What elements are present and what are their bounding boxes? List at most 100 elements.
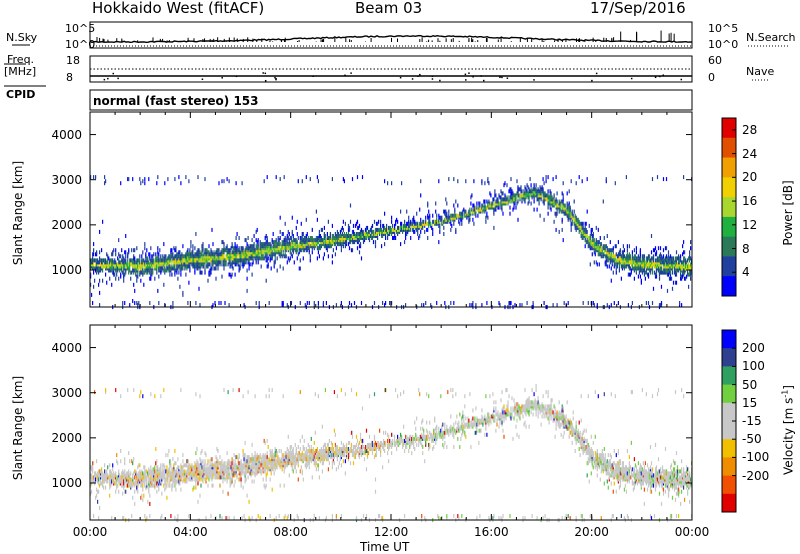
echo-cell: [231, 469, 233, 474]
echo-cell: [194, 246, 196, 251]
echo-cell: [265, 278, 267, 283]
echo-cell: [527, 201, 529, 206]
echo-cell: [182, 290, 184, 295]
echo-cell: [98, 477, 100, 482]
echo-cell: [409, 223, 411, 228]
echo-cell: [478, 205, 480, 210]
echo-cell: [291, 244, 293, 249]
echo-cell: [605, 179, 607, 184]
echo-cell: [132, 483, 134, 488]
echo-cell: [622, 256, 624, 261]
echo-cell: [149, 477, 151, 482]
echo-cell: [451, 213, 453, 218]
echo-cell: [347, 227, 350, 232]
echo-cell: [156, 270, 158, 275]
echo-cell: [287, 256, 289, 261]
echo-cell: [99, 266, 101, 271]
echo-cell: [671, 256, 674, 261]
echo-cell: [99, 483, 101, 488]
echo-cell: [201, 469, 203, 474]
echo-cell: [237, 258, 239, 263]
echo-cell: [452, 217, 454, 222]
colorbar-tick-label: 20: [742, 170, 758, 185]
echo-cell: [644, 276, 646, 281]
echo-cell: [680, 276, 682, 281]
echo-cell: [197, 264, 199, 269]
echo-cell: [167, 177, 169, 182]
echo-cell: [407, 225, 409, 230]
echo-cell: [548, 199, 550, 204]
echo-cell: [182, 459, 184, 464]
echo-cell: [362, 240, 365, 245]
echo-cell: [608, 248, 610, 253]
echo-cell: [235, 250, 237, 255]
echo-cell: [659, 266, 662, 271]
echo-cell: [645, 264, 647, 269]
echo-cell: [101, 264, 103, 269]
echo-cell: [666, 264, 669, 269]
echo-cell: [368, 238, 371, 243]
echo-cell: [553, 193, 555, 198]
echo-cell: [494, 189, 496, 194]
echo-cell: [136, 278, 138, 283]
echo-cell: [168, 469, 170, 474]
echo-cell: [675, 272, 678, 277]
echo-cell: [241, 246, 243, 251]
echo-cell: [112, 463, 114, 468]
echo-cell: [252, 258, 254, 263]
echo-cell: [422, 223, 424, 228]
echo-cell: [679, 264, 681, 269]
echo-cell: [263, 250, 265, 255]
echo-cell: [299, 236, 301, 240]
echo-cell: [493, 211, 495, 216]
echo-cell: [618, 264, 620, 269]
echo-cell: [568, 189, 570, 194]
echo-cell: [188, 252, 190, 257]
echo-cell: [672, 256, 675, 261]
echo-cell: [113, 260, 115, 265]
echo-cell: [354, 223, 357, 228]
echo-cell: [156, 489, 158, 494]
echo-cell: [621, 264, 623, 269]
echo-cell: [106, 264, 108, 269]
echo-cell: [137, 477, 139, 482]
xtick-label: 00:00: [72, 525, 108, 539]
echo-cell: [502, 211, 504, 216]
echo-cell: [674, 264, 677, 269]
echo-cell: [586, 238, 588, 243]
echo-cell: [157, 469, 159, 474]
echo-cell: [226, 451, 228, 456]
freq-dot: [399, 76, 402, 79]
echo-cell: [131, 459, 133, 464]
freq-dot: [630, 77, 633, 80]
echo-cell: [320, 227, 322, 232]
echo-cell: [161, 514, 163, 518]
echo-cell: [219, 475, 221, 480]
echo-cell: [423, 303, 425, 308]
echo-cell: [155, 481, 157, 486]
echo-cell: [411, 223, 413, 228]
echo-cell: [202, 256, 204, 261]
echo-cell: [134, 501, 136, 506]
echo-cell: [116, 483, 118, 488]
echo-cell: [124, 469, 126, 474]
echo-cell: [269, 244, 271, 249]
echo-cell: [660, 284, 663, 289]
echo-cell: [287, 229, 289, 234]
echo-cell: [424, 229, 426, 234]
echo-cell: [265, 234, 267, 238]
echo-cell: [275, 175, 277, 180]
echo-cell: [443, 225, 445, 230]
echo-cell: [296, 219, 298, 224]
echo-cell: [157, 288, 159, 293]
echo-cell: [264, 254, 266, 259]
echo-cell: [154, 477, 156, 482]
echo-cell: [318, 254, 320, 259]
echo-cell: [369, 234, 372, 238]
echo-cell: [123, 260, 125, 265]
echo-cell: [359, 232, 362, 236]
echo-cell: [93, 252, 95, 257]
echo-cell: [370, 225, 373, 230]
echo-cell: [655, 264, 658, 269]
echo-cell: [626, 244, 628, 249]
